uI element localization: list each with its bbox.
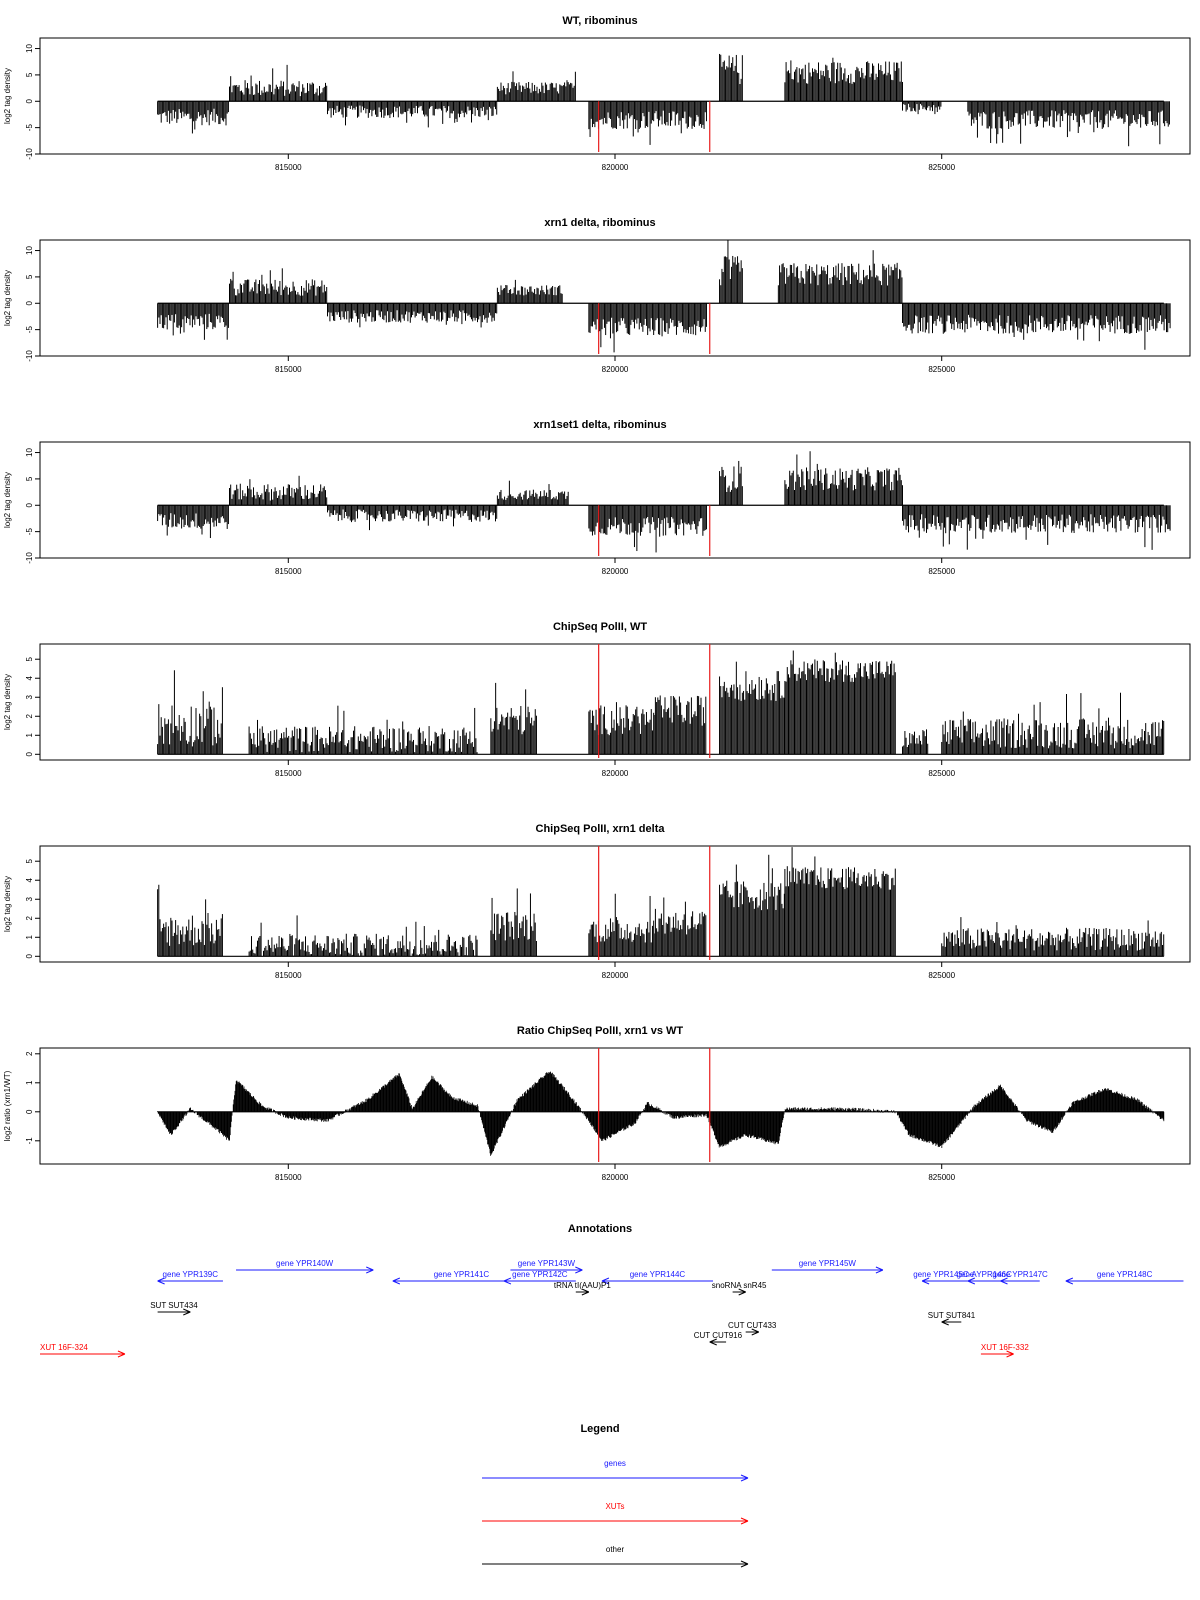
y-tick-label: 0 [25,300,34,305]
x-tick-label: 825000 [928,567,955,576]
panel-title: ChipSeq PolII, WT [553,621,647,633]
y-axis-label: log2 tag density [3,674,12,730]
track-panel-2: xrn1 delta, ribominus -10 -5 0 5 10 log2 tag d… [3,217,1191,374]
series-bars [157,1071,1165,1156]
series-bars [157,847,1165,957]
y-tick-label: 10 [25,448,34,457]
y-tick-label: -5 [25,326,34,334]
y-tick-label: -5 [25,528,34,536]
series-bars [157,53,1170,147]
y-axis-label: log2 tag density [3,68,12,124]
y-tick-label: 5 [25,72,34,77]
y-axis-label: log2 ratio (xrn1/WT) [3,1070,12,1141]
y-tick-label: 4 [25,877,34,882]
x-tick-label: 825000 [928,365,955,374]
y-tick-label: -5 [25,124,34,132]
y-tick-label: 5 [25,656,34,661]
y-tick-label: 3 [25,896,34,901]
y-tick-label: 5 [25,274,34,279]
series-bars [157,240,1171,353]
series-bars [157,451,1171,553]
y-tick-label: 10 [25,44,34,53]
x-tick-label: 815000 [275,769,302,778]
x-tick-label: 820000 [602,769,629,778]
panel-title: Ratio ChipSeq PolII, xrn1 vs WT [517,1025,684,1037]
x-tick-label: 815000 [275,971,302,980]
track-panel-4: ChipSeq PolII, WT 0 1 2 3 4 5 log2 tag density 8… [3,621,1191,778]
y-tick-label: 2 [25,915,34,920]
y-tick-label: 5 [25,858,34,863]
series-bars [157,650,1165,755]
x-tick-label: 815000 [275,365,302,374]
x-tick-label: 815000 [275,567,302,576]
x-tick-label: 820000 [602,567,629,576]
track-panel-6: Ratio ChipSeq PolII, xrn1 vs WT -1 0 1 2 log2… [3,1025,1191,1182]
y-tick-label: 4 [25,675,34,680]
y-tick-label: 1 [25,1080,34,1085]
x-tick-label: 825000 [928,971,955,980]
y-tick-label: 3 [25,694,34,699]
y-tick-label: 1 [25,935,34,940]
track-panel-3: xrn1set1 delta, ribominus -10 -5 0 5 10 log2 t… [3,419,1191,576]
panel-title: WT, ribominus [562,15,637,27]
x-tick-label: 820000 [602,365,629,374]
x-tick-label: 815000 [275,1173,302,1182]
y-tick-label: 5 [25,476,34,481]
y-axis-label: log2 tag density [3,876,12,932]
x-tick-label: 820000 [602,1173,629,1182]
y-tick-label: 0 [25,502,34,507]
y-tick-label: 2 [25,713,34,718]
x-tick-label: 825000 [928,1173,955,1182]
y-tick-label: -10 [25,350,34,362]
track-panel-1: WT, ribominus -10 -5 0 5 10 log2 tag density 81… [3,15,1191,172]
x-tick-label: 815000 [275,163,302,172]
y-axis-label: log2 tag density [3,270,12,326]
panel-title: ChipSeq PolII, xrn1 delta [536,823,666,835]
y-tick-label: 0 [25,98,34,103]
x-tick-label: 825000 [928,163,955,172]
y-tick-label: 0 [25,954,34,959]
y-tick-label: 1 [25,733,34,738]
x-tick-label: 820000 [602,163,629,172]
panel-title: xrn1set1 delta, ribominus [533,419,666,431]
y-tick-label: 2 [25,1051,34,1056]
y-tick-label: 10 [25,246,34,255]
y-tick-label: -1 [25,1137,34,1145]
y-axis-label: log2 tag density [3,472,12,528]
x-tick-label: 820000 [602,971,629,980]
panel-title: xrn1 delta, ribominus [544,217,655,229]
y-tick-label: -10 [25,552,34,564]
y-tick-label: -10 [25,148,34,160]
y-tick-label: 0 [25,1109,34,1114]
y-tick-label: 0 [25,752,34,757]
x-tick-label: 825000 [928,769,955,778]
track-panel-5: ChipSeq PolII, xrn1 delta 0 1 2 3 4 5 log2 tag … [3,823,1191,980]
